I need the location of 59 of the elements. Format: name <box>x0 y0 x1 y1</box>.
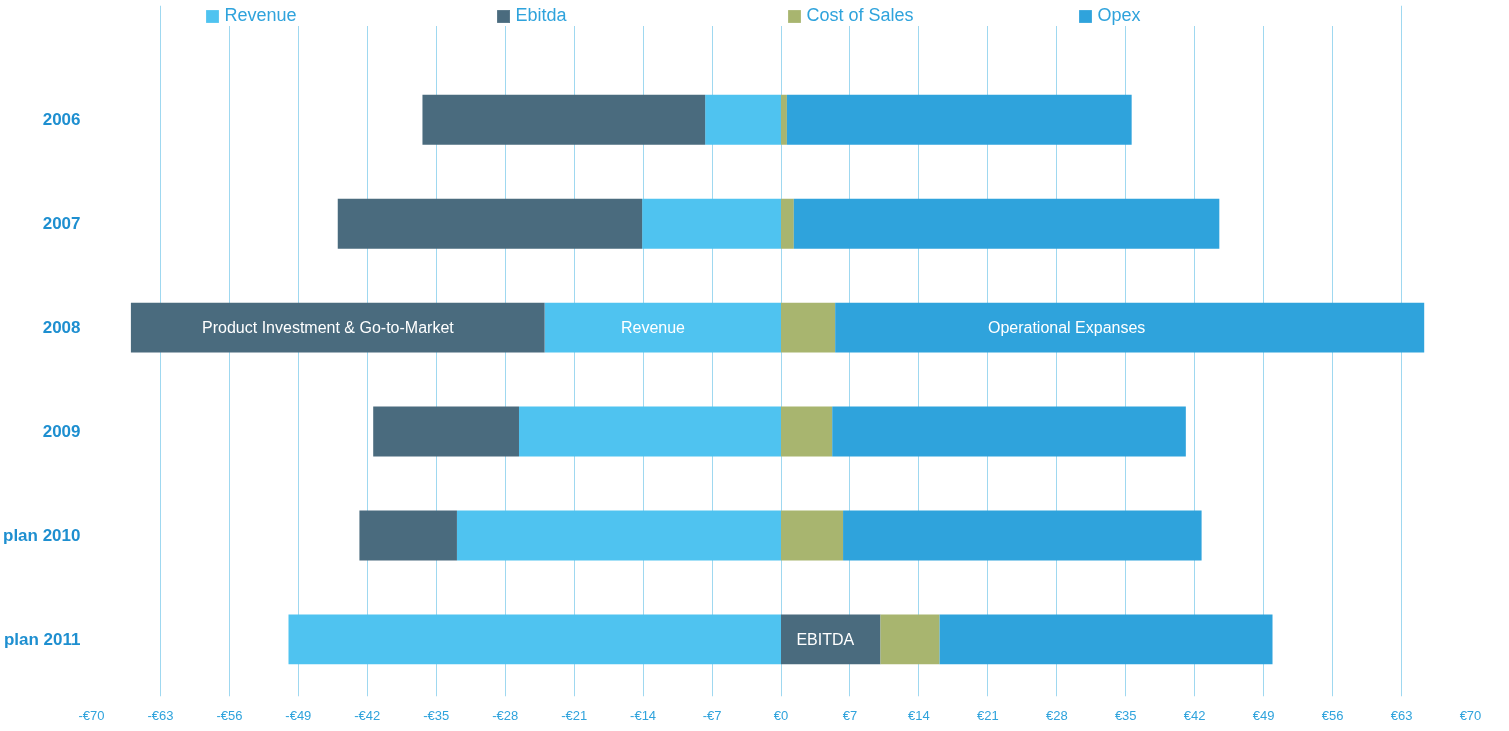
legend-label: Cost of Sales <box>806 5 915 26</box>
bar <box>793 198 1220 249</box>
y-tick-label: 2009 <box>42 422 81 442</box>
bar <box>781 198 794 249</box>
x-tick-label: €21 <box>977 707 999 723</box>
bar <box>544 302 781 353</box>
y-tick-label: 2008 <box>42 318 81 338</box>
y-tick-label: plan 2010 <box>3 525 81 545</box>
x-tick-label: €56 <box>1321 707 1344 723</box>
bar <box>781 510 844 561</box>
bar <box>130 302 545 353</box>
x-tick-label: €7 <box>842 707 858 723</box>
bar <box>422 94 706 145</box>
annotation: Operational Expanses <box>987 319 1146 337</box>
bar <box>835 302 1425 353</box>
x-tick-label: -€63 <box>147 707 174 723</box>
x-tick-label: -€49 <box>285 707 312 723</box>
bar <box>832 406 1186 457</box>
bar <box>843 510 1202 561</box>
x-tick-label: €49 <box>1252 707 1275 723</box>
annotation: Revenue <box>620 319 686 337</box>
x-tick-label: €70 <box>1459 707 1482 723</box>
legend-label: Ebitda <box>515 5 568 26</box>
bar <box>939 614 1273 665</box>
bar <box>373 406 519 457</box>
bar <box>705 94 781 145</box>
bar <box>337 198 643 249</box>
x-tick-label: -€14 <box>630 707 657 723</box>
bar <box>642 198 781 249</box>
bar <box>288 614 781 665</box>
x-tick-label: €63 <box>1390 707 1413 723</box>
y-tick-label: plan 2011 <box>3 629 81 649</box>
bar <box>456 510 781 561</box>
x-tick-label: -€35 <box>423 707 450 723</box>
bar <box>359 510 457 561</box>
x-tick-label: -€70 <box>78 707 105 723</box>
x-tick-label: €42 <box>1183 707 1206 723</box>
annotation: EBITDA <box>796 630 855 648</box>
x-tick-label: -€56 <box>216 707 243 723</box>
x-tick-label: €14 <box>908 707 930 723</box>
x-tick-label: €35 <box>1114 707 1137 723</box>
annotation: Product Investment & Go-to-Market <box>202 319 455 337</box>
bar <box>786 94 1132 145</box>
bar <box>781 614 881 665</box>
x-tick-label: €28 <box>1045 707 1068 723</box>
x-tick-label: -€7 <box>702 707 722 723</box>
x-tick-label: -€28 <box>492 707 519 723</box>
bar <box>880 614 940 665</box>
legend-label: Opex <box>1097 5 1142 26</box>
legend-label: Revenue <box>224 5 298 26</box>
bar <box>781 94 787 145</box>
bar <box>781 302 836 353</box>
bar <box>781 406 833 457</box>
x-tick-label: -€21 <box>561 707 588 723</box>
bar <box>518 406 781 457</box>
y-tick-label: 2006 <box>42 110 81 130</box>
x-tick-label: €0 <box>773 707 789 723</box>
x-tick-label: -€42 <box>354 707 381 723</box>
y-tick-label: 2007 <box>42 214 81 234</box>
